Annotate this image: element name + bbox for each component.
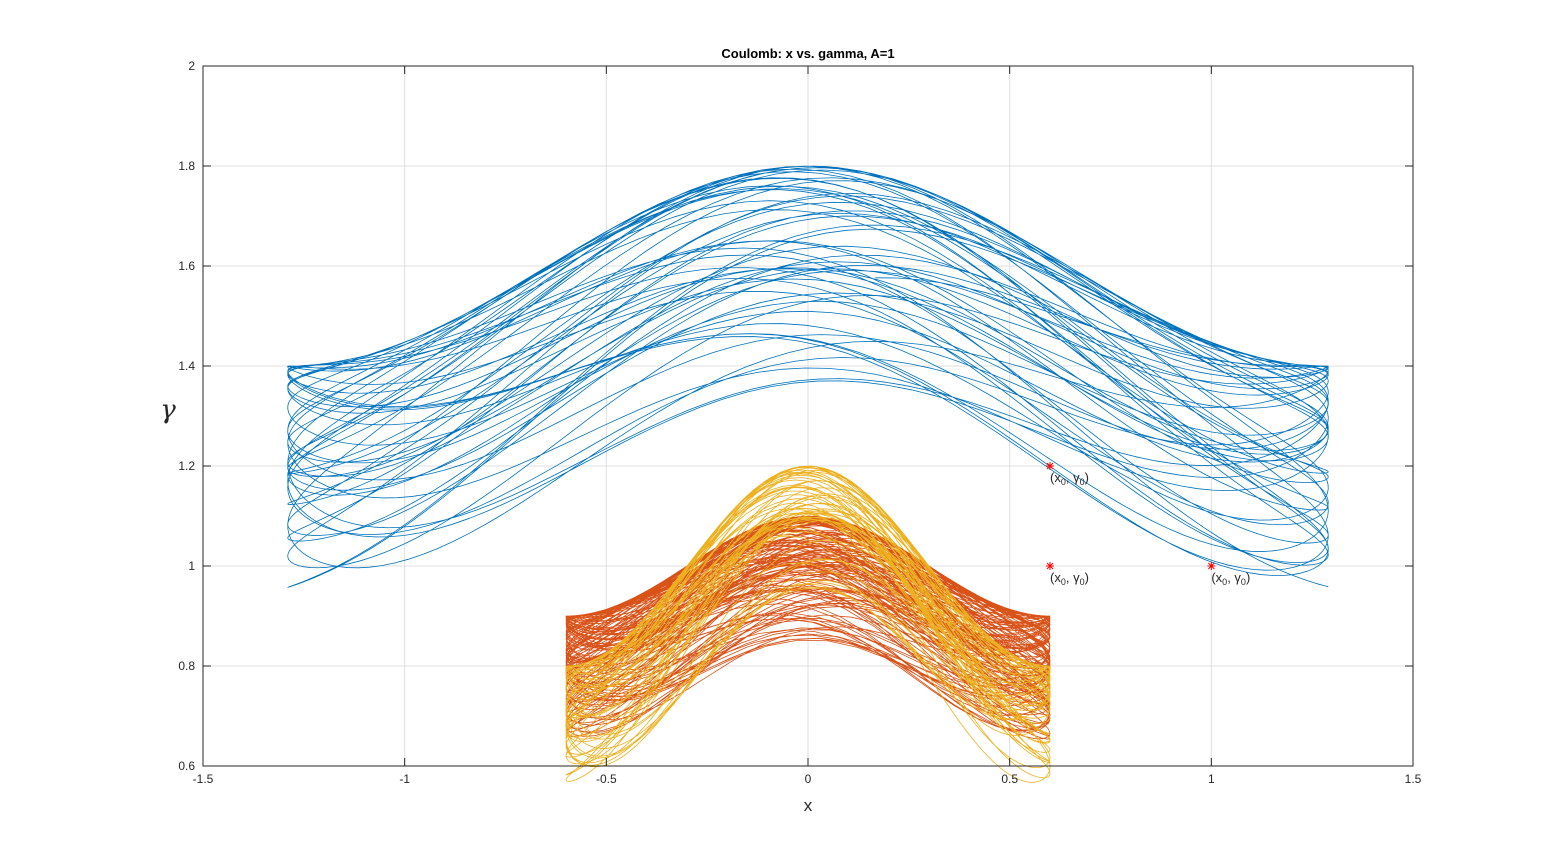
y-tick-label: 1 <box>188 559 195 573</box>
x-tick-labels: -1.5 -1 -0.5 0 0.5 1 1.5 <box>193 772 1422 786</box>
y-tick-label: 1.4 <box>178 359 195 373</box>
start-point-annotation: (x0, γ0) <box>1211 570 1250 587</box>
x-tick-label: -1 <box>399 772 410 786</box>
y-tick-label: 1.6 <box>178 259 195 273</box>
plot-area <box>287 165 1329 783</box>
x-tick-label: -1.5 <box>193 772 214 786</box>
tick-marks <box>202 65 1414 767</box>
y-tick-label: 0.6 <box>178 759 195 773</box>
start-point-marker <box>1046 562 1054 570</box>
chart-title: Coulomb: x vs. gamma, A=1 <box>721 46 894 61</box>
trajectory-line-1 <box>565 515 1051 740</box>
x-tick-label: 1 <box>1208 772 1215 786</box>
start-point-annotation: (x0, γ0) <box>1050 570 1089 587</box>
start-markers <box>1046 462 1216 570</box>
x-tick-label: 1.5 <box>1405 772 1422 786</box>
start-point-annotation: (x0, γ0) <box>1050 470 1089 487</box>
y-tick-label: 0.8 <box>178 659 195 673</box>
x-tick-label: 0.5 <box>1001 772 1018 786</box>
start-point-marker <box>1207 562 1216 570</box>
annotations: (x0, γ0) (x0, γ0) (x0, γ0) <box>1050 470 1250 587</box>
y-axis-label: γ <box>160 395 176 425</box>
x-tick-label: -0.5 <box>596 772 617 786</box>
y-tick-label: 1.8 <box>178 159 195 173</box>
start-point-marker <box>1046 462 1054 470</box>
y-tick-label: 2 <box>188 59 195 73</box>
trajectory-line-0 <box>287 165 1329 588</box>
x-tick-label: 0 <box>805 772 812 786</box>
y-tick-label: 1.2 <box>178 459 195 473</box>
y-tick-labels: 0.6 0.8 1 1.2 1.4 1.6 1.8 2 <box>178 59 195 773</box>
x-axis-label: x <box>804 796 813 815</box>
trajectory-line-2 <box>565 465 1051 783</box>
